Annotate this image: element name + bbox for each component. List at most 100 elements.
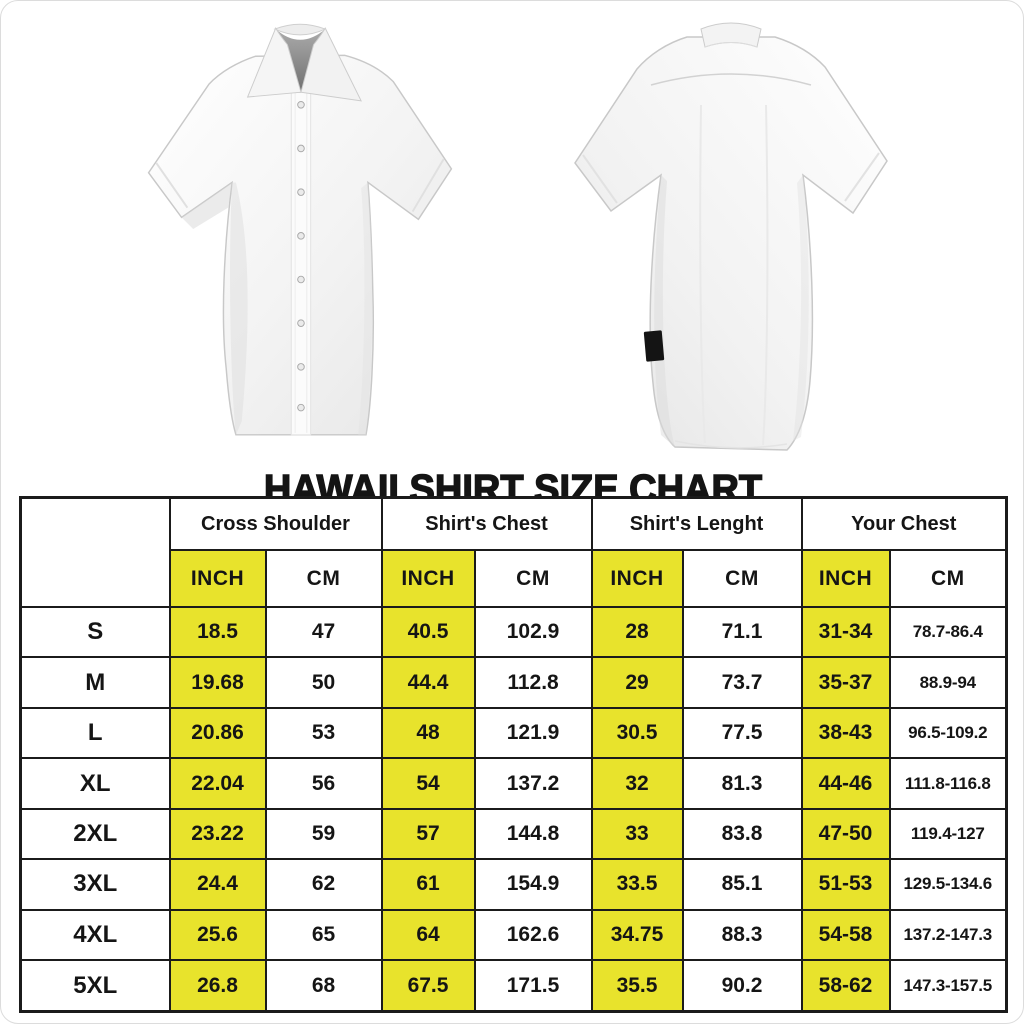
- size-label: 2XL: [19, 807, 171, 861]
- size-row-m: M 19.68 50 44.4 112.8 29 73.7 35-37 88.9…: [19, 656, 1008, 709]
- size-row-xl: XL 22.04 56 54 137.2 32 81.3 44-46 111.8…: [19, 757, 1008, 810]
- value-cell: 34.75: [590, 908, 684, 962]
- value-cell: 57: [380, 807, 476, 861]
- size-label: 4XL: [19, 908, 171, 962]
- value-cell: 53: [264, 706, 383, 760]
- value-cell: 48: [380, 706, 476, 760]
- size-label: 5XL: [19, 959, 171, 1013]
- value-cell: 78.7-86.4: [888, 605, 1008, 659]
- value-cell: 68: [264, 959, 383, 1013]
- unit-header-cm: CM: [681, 549, 803, 608]
- value-cell: 54: [380, 757, 476, 810]
- value-cell: 71.1: [681, 605, 803, 659]
- value-cell: 47: [264, 605, 383, 659]
- unit-header-cm: CM: [888, 549, 1008, 608]
- value-cell: 38-43: [800, 706, 891, 760]
- value-cell: 22.04: [168, 757, 267, 810]
- value-cell: 83.8: [681, 807, 803, 861]
- value-cell: 62: [264, 858, 383, 911]
- value-cell: 65: [264, 908, 383, 962]
- value-cell: 19.68: [168, 656, 267, 709]
- value-cell: 137.2: [473, 757, 593, 810]
- value-cell: 88.3: [681, 908, 803, 962]
- unit-header-inch: INCH: [800, 549, 891, 608]
- value-cell: 111.8-116.8: [888, 757, 1008, 810]
- value-cell: 56: [264, 757, 383, 810]
- value-cell: 137.2-147.3: [888, 908, 1008, 962]
- value-cell: 51-53: [800, 858, 891, 911]
- value-cell: 119.4-127: [888, 807, 1008, 861]
- size-table: Cross Shoulder Shirt's Chest Shirt's Len…: [19, 496, 1009, 1013]
- value-cell: 47-50: [800, 807, 891, 861]
- unit-header-inch: INCH: [380, 549, 476, 608]
- value-cell: 58-62: [800, 959, 891, 1013]
- side-tag: [643, 330, 665, 362]
- shirt-back-image: [574, 22, 888, 451]
- value-cell: 85.1: [681, 858, 803, 911]
- size-row-l: L 20.86 53 48 121.9 30.5 77.5 38-43 96.5…: [19, 706, 1008, 760]
- value-cell: 162.6: [473, 908, 593, 962]
- value-cell: 129.5-134.6: [888, 858, 1008, 911]
- unit-header-cm: CM: [264, 549, 383, 608]
- column-group-row: Cross Shoulder Shirt's Chest Shirt's Len…: [19, 496, 1008, 608]
- value-cell: 44.4: [380, 656, 476, 709]
- value-cell: 18.5: [168, 605, 267, 659]
- value-cell: 33.5: [590, 858, 684, 911]
- value-cell: 26.8: [168, 959, 267, 1013]
- size-label: XL: [19, 757, 171, 810]
- value-cell: 25.6: [168, 908, 267, 962]
- value-cell: 40.5: [380, 605, 476, 659]
- shirt-front-image: [147, 23, 453, 436]
- size-row-5xl: 5XL 26.8 68 67.5 171.5 35.5 90.2 58-62 1…: [19, 959, 1008, 1013]
- value-cell: 30.5: [590, 706, 684, 760]
- value-cell: 44-46: [800, 757, 891, 810]
- value-cell: 59: [264, 807, 383, 861]
- size-label: L: [19, 706, 171, 760]
- column-group-your-chest: Your Chest: [800, 496, 1008, 551]
- value-cell: 90.2: [681, 959, 803, 1013]
- value-cell: 23.22: [168, 807, 267, 861]
- size-row-4xl: 4XL 25.6 65 64 162.6 34.75 88.3 54-58 13…: [19, 908, 1008, 962]
- value-cell: 81.3: [681, 757, 803, 810]
- value-cell: 20.86: [168, 706, 267, 760]
- value-cell: 121.9: [473, 706, 593, 760]
- size-row-3xl: 3XL 24.4 62 61 154.9 33.5 85.1 51-53 129…: [19, 858, 1008, 911]
- column-group-cross-shoulder: Cross Shoulder: [168, 496, 383, 551]
- value-cell: 144.8: [473, 807, 593, 861]
- value-cell: 96.5-109.2: [888, 706, 1008, 760]
- value-cell: 77.5: [681, 706, 803, 760]
- value-cell: 50: [264, 656, 383, 709]
- value-cell: 64: [380, 908, 476, 962]
- size-label: 3XL: [19, 858, 171, 911]
- unit-header-cm: CM: [473, 549, 593, 608]
- value-cell: 54-58: [800, 908, 891, 962]
- column-group-shirts-length: Shirt's Lenght: [590, 496, 803, 551]
- value-cell: 28: [590, 605, 684, 659]
- value-cell: 61: [380, 858, 476, 911]
- value-cell: 147.3-157.5: [888, 959, 1008, 1013]
- value-cell: 112.8: [473, 656, 593, 709]
- value-cell: 32: [590, 757, 684, 810]
- value-cell: 29: [590, 656, 684, 709]
- value-cell: 35.5: [590, 959, 684, 1013]
- value-cell: 88.9-94: [888, 656, 1008, 709]
- size-row-2xl: 2XL 23.22 59 57 144.8 33 83.8 47-50 119.…: [19, 807, 1008, 861]
- value-cell: 33: [590, 807, 684, 861]
- unit-header-inch: INCH: [590, 549, 684, 608]
- unit-header-row: INCH CM INCH CM INCH CM INCH CM: [21, 549, 1008, 608]
- value-cell: 73.7: [681, 656, 803, 709]
- corner-cell: [19, 496, 171, 608]
- value-cell: 171.5: [473, 959, 593, 1013]
- unit-header-inch: INCH: [168, 549, 267, 608]
- value-cell: 154.9: [473, 858, 593, 911]
- size-row-s: S 18.5 47 40.5 102.9 28 71.1 31-34 78.7-…: [19, 605, 1008, 659]
- column-group-shirts-chest: Shirt's Chest: [380, 496, 593, 551]
- size-label: S: [19, 605, 171, 659]
- value-cell: 102.9: [473, 605, 593, 659]
- value-cell: 35-37: [800, 656, 891, 709]
- size-label: M: [19, 656, 171, 709]
- value-cell: 24.4: [168, 858, 267, 911]
- value-cell: 31-34: [800, 605, 891, 659]
- value-cell: 67.5: [380, 959, 476, 1013]
